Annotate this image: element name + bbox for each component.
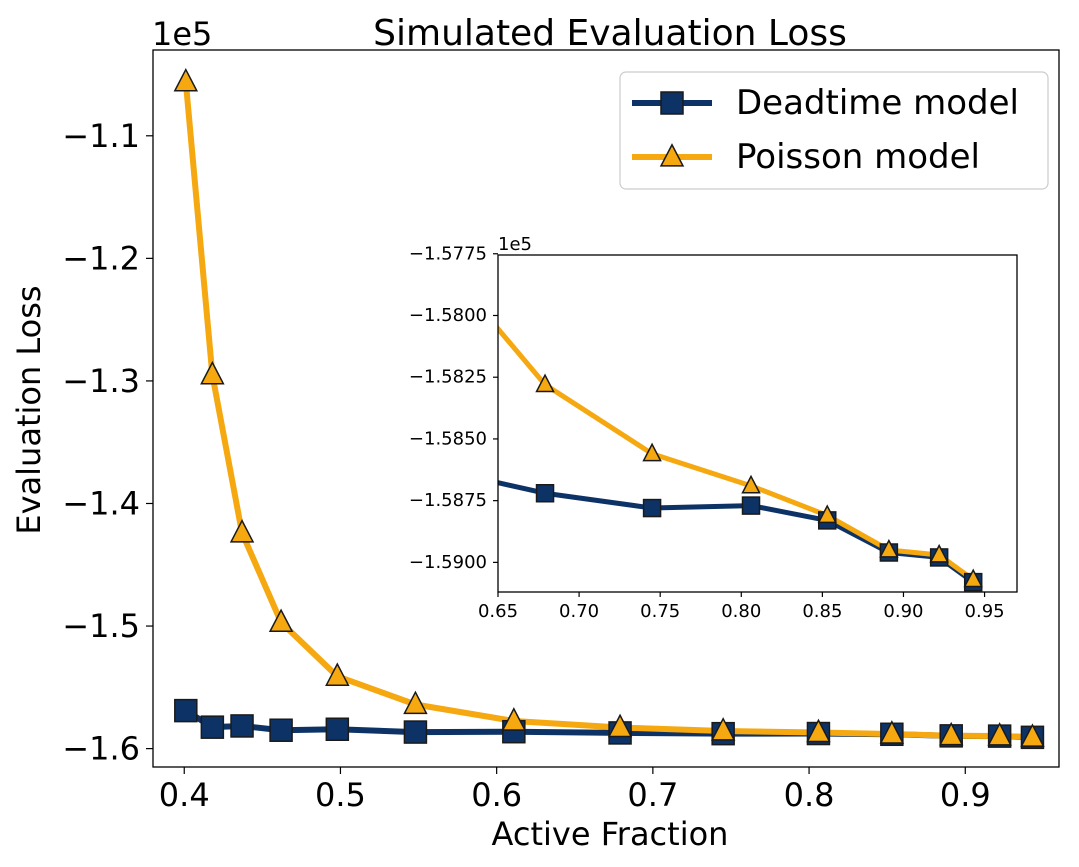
main-y-tick-label-2: −1.3 <box>62 362 140 400</box>
inset-background <box>498 255 1017 592</box>
y-offset-label: 1e5 <box>152 15 212 53</box>
inset-y-tick-label-4: −1.5875 <box>409 490 487 511</box>
inset-y-tick-label-0: −1.5775 <box>409 243 487 264</box>
inset-y-offset-label: 1e5 <box>498 234 532 255</box>
main-x-tick-label-2: 0.6 <box>471 776 522 814</box>
main-x-tick-label-1: 0.5 <box>315 776 366 814</box>
main-point-poisson-12 <box>987 722 1012 746</box>
main-point-poisson-5 <box>403 690 428 715</box>
y-axis-title: Evaluation Loss <box>10 285 48 534</box>
x-axis-title: Active Fraction <box>492 815 729 853</box>
inset-x-tick-label-5: 0.90 <box>883 601 923 622</box>
chart-title: Simulated Evaluation Loss <box>373 13 847 54</box>
main-point-deadtime-1 <box>200 715 225 739</box>
main-point-poisson-11 <box>938 721 964 746</box>
inset-frame <box>497 254 1018 593</box>
main-point-deadtime-5 <box>403 720 428 744</box>
main-plot: 0.4 0.5 0.6 0.7 0.8 0.9 −1.1 −1.2 −1.3 −1.4 −1.5 −1… <box>62 49 1060 814</box>
inset-x-tick-label-3: 0.80 <box>721 601 761 622</box>
main-point-poisson-3 <box>268 608 294 633</box>
inset-point-deadtime-7 <box>535 483 555 503</box>
inset-point-poisson-9 <box>741 474 761 494</box>
inset-point-poisson-10 <box>817 504 837 524</box>
main-point-deadtime-2 <box>230 714 254 738</box>
main-x-tick-label-5: 0.9 <box>940 776 991 814</box>
main-x-tick-label-3: 0.7 <box>627 776 678 814</box>
main-point-poisson-9 <box>806 718 831 743</box>
inset-x-tick-label-2: 0.75 <box>640 601 680 622</box>
main-point-deadtime-0 <box>174 698 198 723</box>
main-point-poisson-0 <box>173 67 199 92</box>
main-y-tick-label-5: −1.6 <box>62 730 140 768</box>
inset-point-poisson-11 <box>879 538 899 558</box>
inset-point-deadtime-8 <box>642 498 662 518</box>
inset-y-tick-label-5: −1.5900 <box>409 552 487 573</box>
inset-point-poisson-7 <box>535 373 555 393</box>
inset-series-line-deadtime <box>498 480 976 585</box>
main-point-poisson-2 <box>229 518 255 543</box>
main-y-tick-label-0: −1.1 <box>62 117 140 155</box>
main-y-tick-label-3: −1.4 <box>62 484 140 522</box>
main-series-group <box>173 67 1045 750</box>
inset-y-tick-label-3: −1.5850 <box>409 428 487 449</box>
main-point-poisson-10 <box>879 720 905 744</box>
main-x-tick-label-0: 0.4 <box>159 776 210 814</box>
inset-x-tick-label-0: 0.65 <box>478 601 518 622</box>
main-point-poisson-8 <box>710 717 736 741</box>
main-point-poisson-6 <box>501 707 527 731</box>
inset-point-deadtime-9 <box>741 496 761 515</box>
legend: Deadtime model Poisson model <box>619 71 1049 190</box>
legend-label-0: Deadtime model <box>736 83 1019 123</box>
inset-series-line-poisson <box>498 324 976 583</box>
legend-marker-0 <box>660 91 684 115</box>
main-point-deadtime-3 <box>269 718 293 742</box>
inset-x-tick-label-6: 0.95 <box>965 601 1005 622</box>
legend-frame <box>619 71 1049 190</box>
main-point-deadtime-4 <box>325 717 350 742</box>
main-frame <box>152 49 1060 768</box>
inset-x-tick-label-4: 0.85 <box>802 601 842 622</box>
inset-plot: 0.65 0.70 0.75 0.80 0.85 0.90 0.95 −1.5775 −1.58… <box>409 234 1018 622</box>
inset-point-poisson-8 <box>642 442 662 462</box>
inset-series-group <box>498 324 983 592</box>
inset-point-poisson-12 <box>929 543 949 563</box>
legend-label-1: Poisson model <box>736 137 980 177</box>
inset-y-tick-label-2: −1.5825 <box>409 367 487 388</box>
inset-point-poisson-13 <box>963 568 983 588</box>
main-point-poisson-1 <box>200 360 225 385</box>
main-y-tick-label-4: −1.5 <box>62 607 140 645</box>
inset-x-tick-label-1: 0.70 <box>559 601 599 622</box>
main-point-poisson-13 <box>1020 723 1045 747</box>
legend-marker-1 <box>659 143 685 167</box>
inset-y-tick-label-1: −1.5800 <box>409 305 487 326</box>
main-point-poisson-4 <box>325 662 350 686</box>
main-y-tick-label-1: −1.2 <box>62 239 140 277</box>
main-x-tick-label-4: 0.8 <box>784 776 835 814</box>
main-point-poisson-7 <box>607 713 633 738</box>
